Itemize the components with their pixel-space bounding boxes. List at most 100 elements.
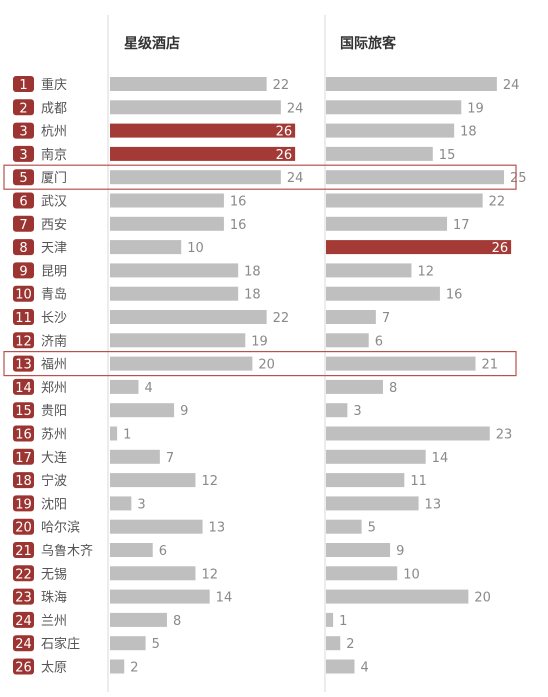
bar xyxy=(326,170,504,185)
value-label: 5 xyxy=(368,521,376,536)
city-label: 厦门 xyxy=(41,171,67,186)
column-dividers xyxy=(107,15,326,692)
bar xyxy=(326,426,490,441)
highlight-boxes xyxy=(3,164,517,377)
bar xyxy=(326,473,405,488)
chart-row: 10 青岛 18 16 xyxy=(13,285,463,303)
rank-label: 14 xyxy=(15,381,32,396)
city-label: 武汉 xyxy=(41,195,67,210)
rank-badge xyxy=(13,239,34,256)
rank-badge xyxy=(13,192,34,209)
value-label: 24 xyxy=(503,78,520,93)
highlight-box xyxy=(3,351,517,377)
rank-badge xyxy=(13,285,34,302)
bar xyxy=(110,612,167,627)
value-label: 3 xyxy=(137,497,145,512)
rank-label: 22 xyxy=(15,567,32,582)
rank-label: 8 xyxy=(19,241,27,256)
value-label: 26 xyxy=(276,148,293,163)
chart-row: 20 哈尔滨 13 5 xyxy=(13,518,376,536)
column-header: 国际旅客 xyxy=(340,35,397,52)
value-label: 19 xyxy=(251,334,268,349)
city-label: 珠海 xyxy=(41,591,67,606)
bar xyxy=(326,543,391,557)
rank-badge xyxy=(13,542,34,558)
value-label: 5 xyxy=(152,637,160,652)
rank-badge xyxy=(13,658,34,675)
city-label: 杭州 xyxy=(41,125,67,140)
bar xyxy=(326,100,462,115)
rank-badge xyxy=(13,378,34,395)
value-label: 6 xyxy=(159,544,167,559)
column-header: 星级酒店 xyxy=(124,35,180,52)
bar xyxy=(110,403,175,418)
rank-badge xyxy=(13,635,34,652)
chart-row: 15 贵阳 9 3 xyxy=(13,402,362,419)
value-label: 9 xyxy=(396,544,404,559)
bar xyxy=(110,123,296,138)
city-label: 宁波 xyxy=(41,473,67,489)
bar xyxy=(326,636,341,651)
bar xyxy=(110,356,253,371)
chart-row: 17 大连 7 14 xyxy=(13,448,448,466)
chart-row: 7 西安 16 17 xyxy=(13,215,470,233)
rank-label: 10 xyxy=(15,288,32,303)
rank-badge xyxy=(13,169,34,186)
value-label: 20 xyxy=(474,591,491,606)
rank-badge xyxy=(13,99,34,116)
bar xyxy=(326,240,512,255)
rank-label: 13 xyxy=(15,358,32,373)
bar xyxy=(110,286,239,301)
rank-label: 7 xyxy=(19,218,27,233)
chart-row: 14 郑州 4 8 xyxy=(13,378,397,396)
bar xyxy=(326,403,348,418)
rank-badge xyxy=(13,425,34,442)
value-label: 12 xyxy=(417,264,434,279)
chart-row: 23 珠海 14 20 xyxy=(13,588,491,606)
value-label: 11 xyxy=(410,474,427,489)
value-label: 25 xyxy=(510,171,527,186)
value-label: 22 xyxy=(273,78,290,93)
value-label: 16 xyxy=(446,288,463,303)
value-label: 2 xyxy=(130,661,138,676)
rank-label: 9 xyxy=(19,264,27,279)
chart-row: 24 石家庄 5 2 xyxy=(13,635,355,652)
value-label: 1 xyxy=(339,614,347,629)
bar xyxy=(110,146,296,161)
city-label: 昆明 xyxy=(41,264,67,279)
bar xyxy=(326,193,483,208)
value-label: 21 xyxy=(482,358,499,373)
chart-rows: 1 重庆 22 242 成都 24 193 杭州 26 183 南京 26 155 厦门 24 256 武汉 16… xyxy=(13,76,527,676)
value-label: 24 xyxy=(287,171,304,186)
bar xyxy=(326,566,398,581)
bar xyxy=(110,333,246,348)
rank-badge xyxy=(13,332,34,349)
value-label: 4 xyxy=(360,661,368,676)
rank-label: 12 xyxy=(15,334,32,349)
value-label: 6 xyxy=(375,334,383,349)
rank-label: 3 xyxy=(19,148,27,163)
city-label: 成都 xyxy=(41,101,67,116)
bar xyxy=(326,216,448,231)
rank-label: 18 xyxy=(15,474,32,489)
bar xyxy=(110,543,153,557)
chart-row: 22 无锡 12 10 xyxy=(13,565,420,582)
chart-row: 18 宁波 12 11 xyxy=(13,472,427,489)
chart-row: 9 昆明 18 12 xyxy=(13,262,434,279)
city-label: 大连 xyxy=(41,450,67,466)
value-label: 12 xyxy=(201,474,218,489)
city-label: 乌鲁木齐 xyxy=(41,543,93,559)
value-label: 16 xyxy=(230,195,247,210)
value-label: 22 xyxy=(273,311,290,326)
rank-badge xyxy=(13,145,34,162)
city-label: 郑州 xyxy=(41,381,67,396)
rank-label: 2 xyxy=(19,101,27,116)
rank-label: 17 xyxy=(15,451,32,466)
bar xyxy=(110,449,160,464)
rank-label: 21 xyxy=(15,544,32,559)
value-label: 18 xyxy=(244,264,261,279)
city-label: 重庆 xyxy=(41,77,67,93)
bar xyxy=(110,426,118,441)
chart-row: 3 南京 26 15 xyxy=(13,145,455,163)
